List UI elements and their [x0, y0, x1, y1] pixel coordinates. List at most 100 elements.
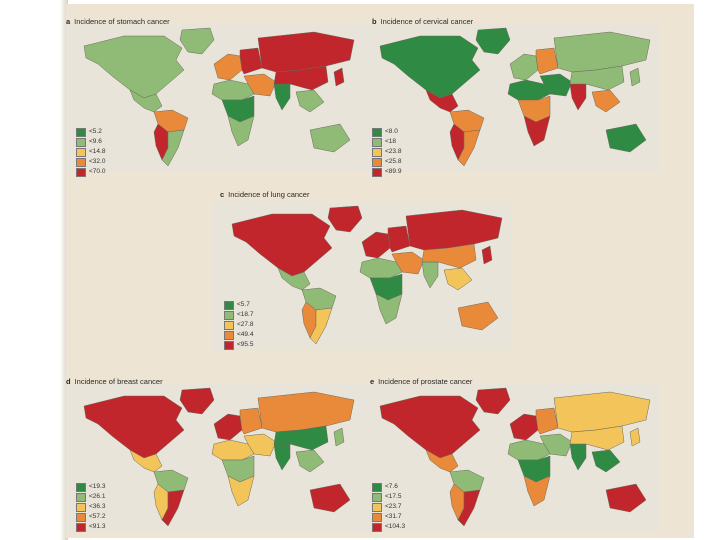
region-australia: [309, 483, 351, 513]
legend-label: <9.6: [89, 138, 102, 145]
legend-swatch: [372, 522, 382, 532]
legend-label: <17.5: [385, 493, 402, 500]
region-africa-north: [359, 257, 403, 279]
legend-entry: <18: [372, 137, 401, 147]
region-southeast-asia: [295, 89, 325, 113]
legend-swatch: [76, 512, 86, 522]
region-southeast-asia: [443, 267, 473, 291]
legend-entry: <5.7: [224, 300, 253, 310]
legend-label: <18: [385, 138, 397, 145]
region-china: [569, 425, 625, 451]
breast-cancer-map: [66, 384, 364, 532]
legend-swatch: [76, 137, 86, 147]
region-south-america-south: [161, 489, 185, 527]
legend-label: <23.8: [385, 148, 402, 155]
legend-label: <95.5: [237, 341, 254, 348]
legend-label: <57.2: [89, 513, 106, 520]
legend-label: <7.6: [385, 483, 398, 490]
region-africa-north: [211, 79, 255, 101]
region-europe-east: [239, 407, 263, 435]
region-north-america: [231, 213, 333, 277]
legend-swatch: [372, 127, 382, 137]
region-southeast-asia: [295, 449, 325, 473]
region-africa-north: [211, 439, 255, 461]
legend-entry: <70.0: [76, 167, 105, 177]
region-africa-south: [227, 115, 255, 147]
page-edge-shadow: [60, 0, 68, 540]
region-japan: [629, 427, 641, 447]
legend-entry: <57.2: [76, 512, 105, 522]
legend-entry: <19.3: [76, 482, 105, 492]
region-australia: [457, 301, 499, 331]
stomach-cancer-legend: <5.2 <9.6 <14.8 <32.0 <70.0: [76, 127, 105, 177]
region-europe-east: [535, 47, 559, 75]
region-japan: [629, 67, 641, 87]
region-africa-south: [227, 475, 255, 507]
legend-label: <5.7: [237, 301, 250, 308]
legend-label: <14.8: [89, 148, 106, 155]
legend-entry: <26.1: [76, 492, 105, 502]
region-north-america: [379, 35, 481, 99]
legend-label: <89.9: [385, 168, 402, 175]
legend-entry: <31.7: [372, 512, 405, 522]
legend-swatch: [372, 482, 382, 492]
scanned-page: a Incidence of stomach cancer <5.2 <9.6 <14…: [66, 4, 694, 538]
region-north-america: [83, 395, 185, 459]
legend-entry: <23.7: [372, 502, 405, 512]
region-africa-south: [375, 293, 403, 325]
legend-label: <8.0: [385, 128, 398, 135]
legend-swatch: [76, 147, 86, 157]
region-north-america: [83, 35, 185, 99]
legend-swatch: [76, 167, 86, 177]
lung-cancer-map: [212, 202, 512, 350]
panel-e-title: e Incidence of prostate cancer: [370, 377, 473, 386]
legend-swatch: [76, 492, 86, 502]
legend-entry: <49.4: [224, 330, 253, 340]
legend-swatch: [372, 502, 382, 512]
lung-cancer-legend: <5.7 <18.7 <27.8 <49.4 <95.5: [224, 300, 253, 350]
legend-swatch: [224, 340, 234, 350]
region-australia: [605, 123, 647, 153]
breast-cancer-legend: <19.3 <26.1 <36.3 <57.2 <91.3: [76, 482, 105, 532]
legend-label: <5.2: [89, 128, 102, 135]
region-greenland: [475, 387, 511, 415]
legend-entry: <8.0: [372, 127, 401, 137]
region-japan: [333, 427, 345, 447]
legend-label: <31.7: [385, 513, 402, 520]
legend-entry: <104.3: [372, 522, 405, 532]
legend-label: <104.3: [385, 523, 406, 530]
legend-label: <18.7: [237, 311, 254, 318]
legend-label: <36.3: [89, 503, 106, 510]
legend-entry: <23.8: [372, 147, 401, 157]
region-japan: [481, 245, 493, 265]
region-southeast-asia: [591, 449, 621, 473]
legend-swatch: [76, 157, 86, 167]
region-southeast-asia: [591, 89, 621, 113]
panel-b-title: b Incidence of cervical cancer: [372, 17, 474, 26]
region-europe-east: [387, 225, 411, 253]
region-australia: [605, 483, 647, 513]
region-greenland: [475, 27, 511, 55]
region-mexico-central: [425, 449, 459, 473]
region-australia: [309, 123, 351, 153]
region-china: [421, 243, 477, 269]
region-china: [273, 425, 329, 451]
legend-swatch: [76, 127, 86, 137]
legend-label: <32.0: [89, 158, 106, 165]
region-europe-east: [239, 47, 263, 75]
region-greenland: [179, 27, 215, 55]
legend-swatch: [372, 157, 382, 167]
panel-c-title: c Incidence of lung cancer: [220, 190, 310, 199]
legend-label: <25.8: [385, 158, 402, 165]
legend-entry: <25.8: [372, 157, 401, 167]
legend-swatch: [372, 147, 382, 157]
region-south-america-south: [161, 129, 185, 167]
legend-swatch: [224, 300, 234, 310]
legend-entry: <91.3: [76, 522, 105, 532]
legend-entry: <89.9: [372, 167, 401, 177]
legend-label: <23.7: [385, 503, 402, 510]
region-south-america-south: [457, 489, 481, 527]
region-africa-south: [523, 115, 551, 147]
prostate-cancer-legend: <7.6 <17.5 <23.7 <31.7 <104.3: [372, 482, 405, 532]
region-japan: [333, 67, 345, 87]
